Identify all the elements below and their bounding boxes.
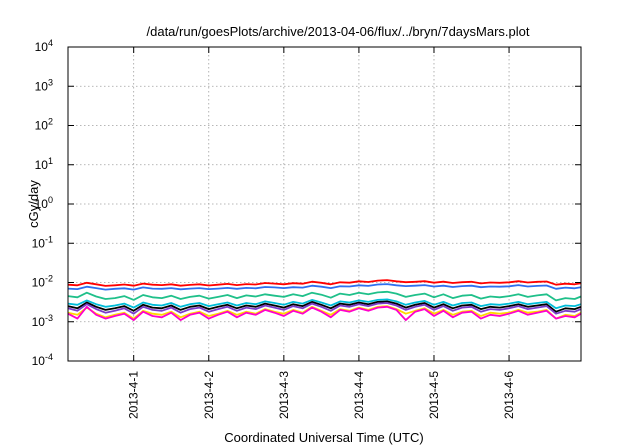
y-tick-label-base: 10 [35,119,49,133]
y-tick-label-base: 10 [32,276,46,290]
y-tick-label-base: 10 [32,236,46,250]
y-tick-label-exp: -1 [45,234,53,244]
x-tick-label: 2013-4-6 [502,371,516,419]
series-line-5 [67,300,582,313]
y-tick-label: 101 [35,156,53,172]
series-line-7 [67,305,582,320]
y-tick-label: 10-1 [32,234,53,250]
series-line-1 [67,279,582,287]
series-line-4 [67,298,582,310]
y-tick-label-exp: 2 [48,117,53,127]
y-tick-label-exp: 0 [48,195,53,205]
y-tick-label-exp: -2 [45,274,53,284]
y-tick-label-exp: -4 [45,352,53,362]
x-axis-label: Coordinated Universal Time (UTC) [224,430,423,445]
x-tick-label: 2013-4-1 [127,371,141,419]
y-tick-label: 104 [35,38,53,54]
y-tick-label: 10-4 [32,352,53,368]
series-line-2 [67,283,582,291]
y-tick-label-exp: -3 [45,313,53,323]
series-line-6 [67,302,582,315]
series-line-3 [67,290,582,302]
y-tick-label: 100 [35,195,53,211]
y-axis-label: cGy/day [26,180,41,228]
x-tick-label: 2013-4-5 [427,371,441,419]
y-tick-label-base: 10 [32,315,46,329]
series-line-8 [67,305,582,322]
y-tick-label-base: 10 [32,354,46,368]
y-tick-label-exp: 3 [48,77,53,87]
y-tick-label-base: 10 [35,197,49,211]
y-tick-label-exp: 1 [48,156,53,166]
axis-ticks [68,46,581,362]
x-tick-label: 2013-4-3 [277,371,291,419]
y-tick-label: 103 [35,77,53,93]
chart-title: /data/run/goesPlots/archive/2013-04-06/f… [147,24,530,39]
x-tick-label: 2013-4-2 [202,371,216,419]
x-tick-label: 2013-4-4 [352,371,366,419]
plot-area [67,279,582,322]
y-tick-label: 10-2 [32,274,53,290]
y-tick-label: 102 [35,117,53,133]
y-tick-label-exp: 4 [48,38,53,48]
y-tick-label-base: 10 [35,79,49,93]
y-tick-label: 10-3 [32,313,53,329]
y-tick-label-base: 10 [35,40,49,54]
y-tick-label-base: 10 [35,158,49,172]
